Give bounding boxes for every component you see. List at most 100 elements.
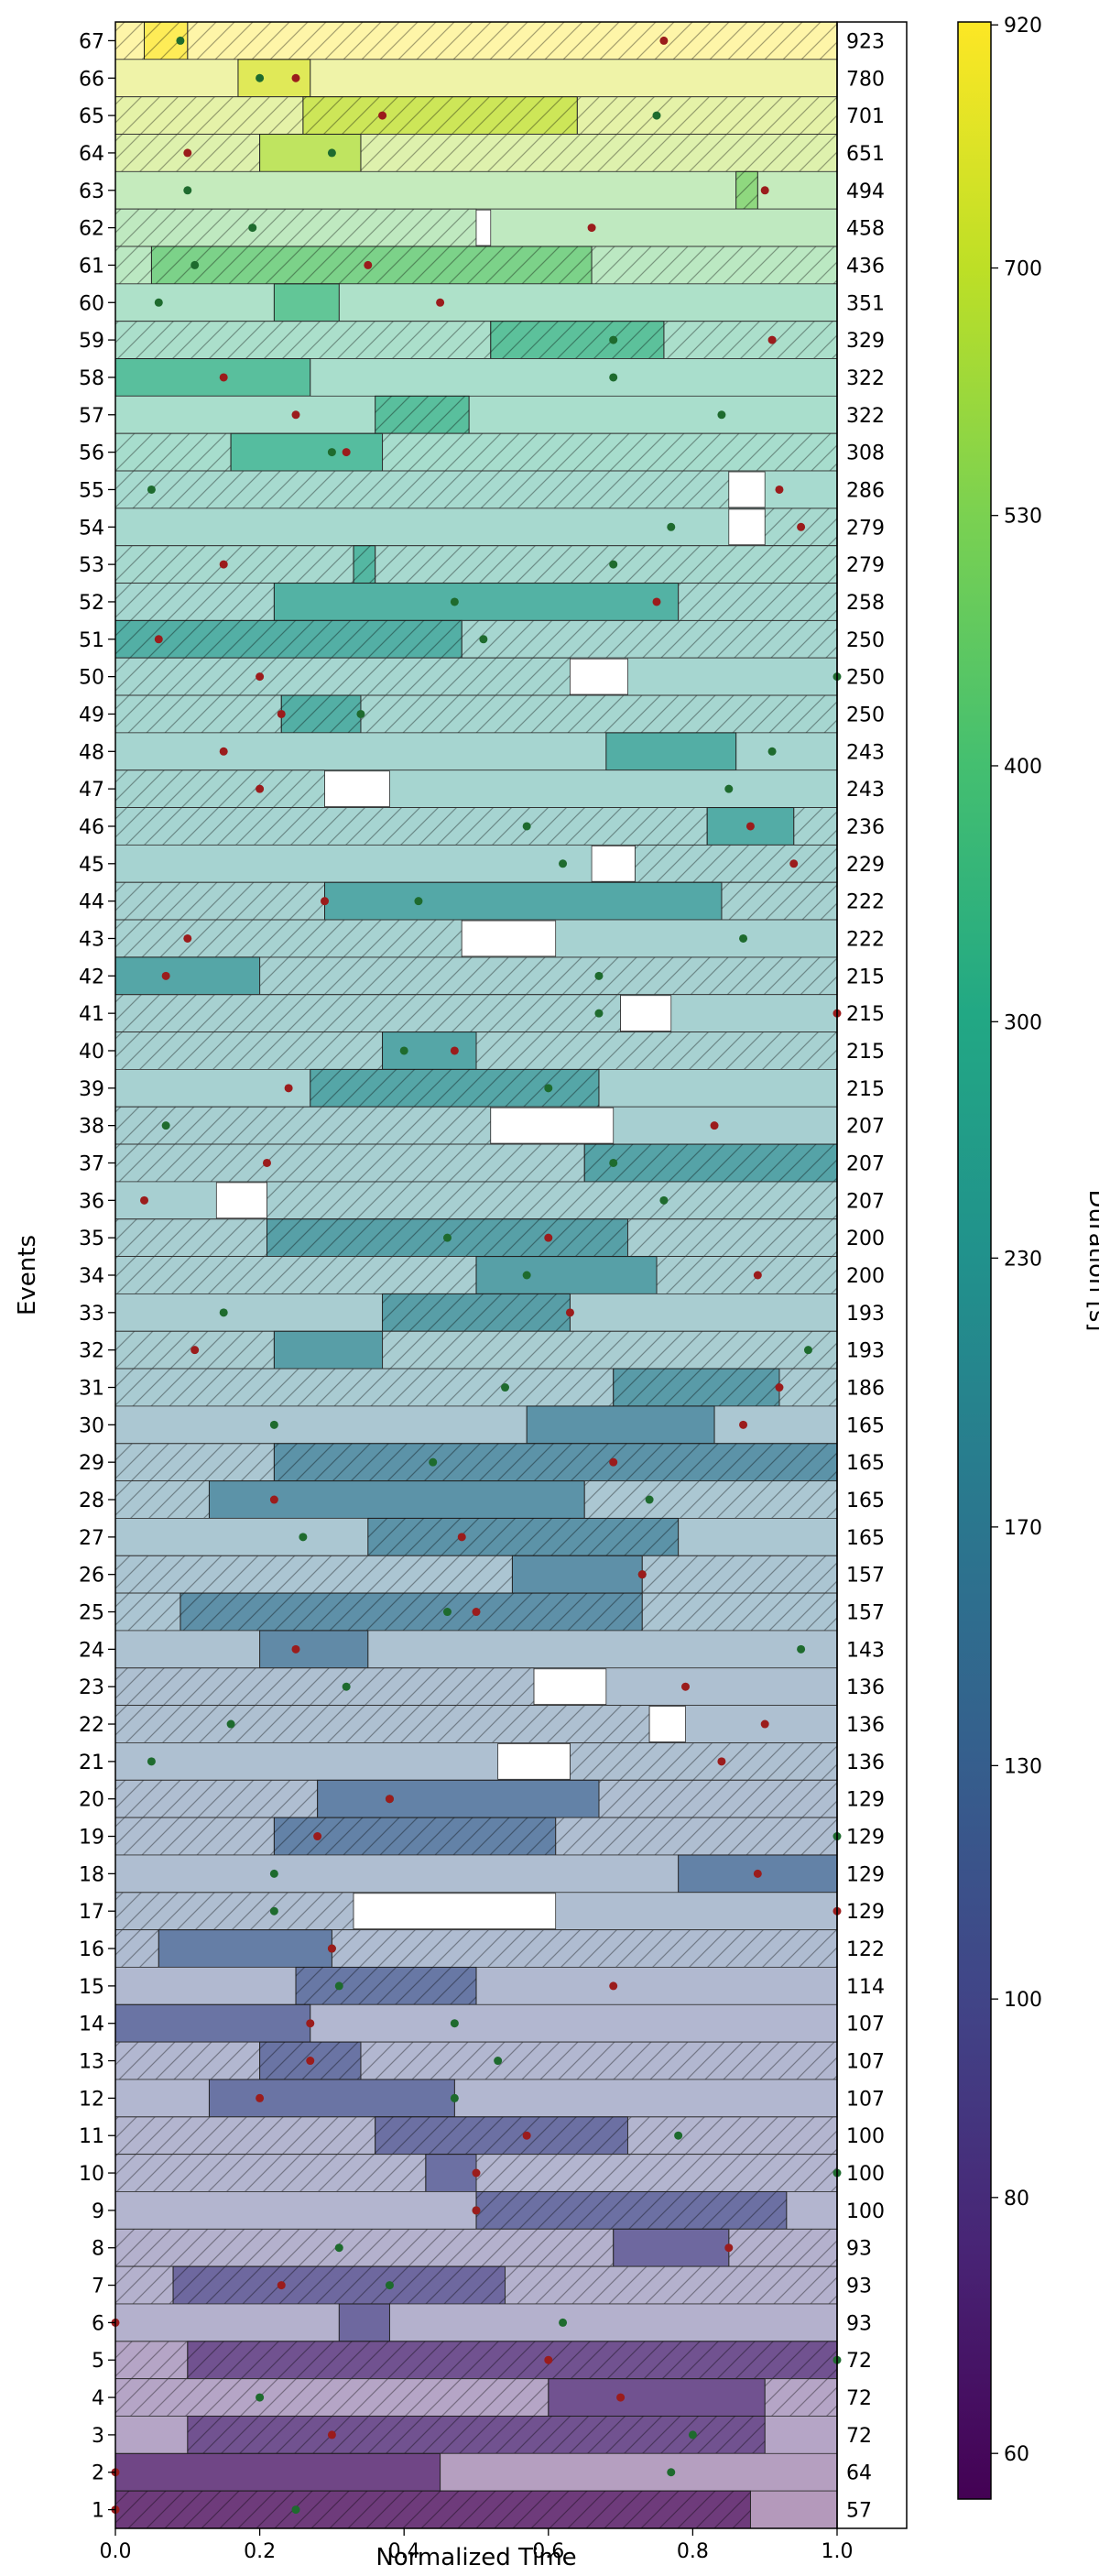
green-marker xyxy=(688,2430,697,2440)
gap-segment xyxy=(648,1706,686,1742)
gap-segment xyxy=(215,1182,267,1219)
green-marker xyxy=(183,186,192,195)
event-row-58 xyxy=(114,358,838,397)
red-marker xyxy=(256,2093,265,2102)
red-marker xyxy=(775,485,784,494)
y-tick-label: 39 xyxy=(79,1078,104,1101)
duration-label: 193 xyxy=(846,1340,885,1363)
y-tick-label: 30 xyxy=(79,1414,104,1437)
row-background xyxy=(114,1630,838,1669)
bar-hatch xyxy=(490,321,664,359)
y-tick-label: 58 xyxy=(79,367,104,390)
green-marker xyxy=(494,2057,503,2066)
y-tick-label: 9 xyxy=(92,2200,104,2223)
duration-label: 215 xyxy=(846,966,885,988)
red-marker xyxy=(291,73,300,82)
duration-label: 236 xyxy=(846,816,885,839)
green-marker xyxy=(190,260,200,269)
red-marker xyxy=(291,1644,300,1654)
y-tick-label: 47 xyxy=(79,779,104,802)
gap-segment xyxy=(620,995,672,1031)
red-marker xyxy=(450,1046,459,1055)
colorbar-ticks: 60 80 100 130 170 230 300 400 530 700 920 xyxy=(991,15,1042,2466)
hatched-segment xyxy=(267,1181,838,1220)
y-tick-label: 66 xyxy=(79,68,104,91)
duration-label: 165 xyxy=(846,1452,885,1475)
bar-hatch xyxy=(613,1369,779,1406)
event-row-56 xyxy=(114,432,838,472)
green-marker xyxy=(248,224,257,233)
duration-label: 243 xyxy=(846,741,885,764)
event-row-10 xyxy=(114,2154,842,2192)
duration-label: 308 xyxy=(846,442,885,465)
duration-label: 651 xyxy=(846,143,885,166)
event-row-18 xyxy=(114,1854,838,1894)
duration-label: 923 xyxy=(846,30,885,53)
bar-hatch xyxy=(173,2266,506,2304)
y-tick-label: 22 xyxy=(79,1714,104,1737)
colorbar-tick-label: 530 xyxy=(1004,506,1042,529)
red-marker xyxy=(616,2393,626,2402)
duration-bar xyxy=(208,2079,455,2118)
red-marker xyxy=(306,2019,315,2028)
duration-label: 107 xyxy=(846,2051,885,2074)
bar-hatch xyxy=(382,1293,571,1332)
duration-label: 494 xyxy=(846,180,885,203)
event-row-19 xyxy=(114,1817,842,1856)
green-marker xyxy=(429,1457,438,1467)
hatched-segment xyxy=(114,21,145,60)
colorbar-tick-label: 920 xyxy=(1004,15,1042,38)
y-tick-label: 56 xyxy=(79,442,104,465)
colorbar-gradient xyxy=(957,21,992,2500)
event-row-53 xyxy=(114,545,838,584)
red-marker xyxy=(161,971,170,980)
duration-label: 57 xyxy=(846,2500,872,2523)
green-marker xyxy=(609,335,618,344)
red-marker xyxy=(256,784,265,793)
red-marker xyxy=(342,448,351,457)
red-marker xyxy=(472,2168,481,2178)
hatched-segment xyxy=(598,1779,838,1818)
duration-label: 93 xyxy=(846,2276,872,2298)
duration-bar xyxy=(158,1929,332,1968)
duration-label: 207 xyxy=(846,1190,885,1213)
hatched-segment xyxy=(114,1031,383,1070)
hatched-segment xyxy=(475,2154,838,2192)
hatched-segment xyxy=(114,919,462,958)
gap-segment xyxy=(324,770,390,807)
hatched-segment xyxy=(114,1705,650,1743)
duration-label: 100 xyxy=(846,2125,885,2148)
y-tick-label: 48 xyxy=(79,741,104,764)
event-row-7 xyxy=(114,2265,838,2305)
red-marker xyxy=(652,597,661,606)
x-tick-label: 0.6 xyxy=(532,2540,564,2563)
duration-label: 114 xyxy=(846,1976,885,1999)
duration-label: 286 xyxy=(846,479,885,502)
green-marker xyxy=(299,1533,308,1542)
green-marker xyxy=(256,73,265,82)
green-marker xyxy=(256,2393,265,2402)
red-marker xyxy=(284,1084,293,1093)
green-marker xyxy=(659,1195,669,1205)
duration-bar xyxy=(273,1330,384,1370)
duration-label: 351 xyxy=(846,292,885,315)
x-axis: 0.0 0.2 0.4 0.6 0.8 1.0 xyxy=(100,2528,854,2563)
y-tick-label: 7 xyxy=(92,2276,104,2298)
green-marker xyxy=(176,36,185,45)
event-row-27 xyxy=(114,1517,838,1556)
green-marker xyxy=(522,822,531,831)
y-tick-label: 24 xyxy=(79,1639,104,1662)
duration-bar xyxy=(605,732,737,771)
y-tick-label: 28 xyxy=(79,1490,104,1512)
event-row-20 xyxy=(114,1779,838,1818)
hatched-segment xyxy=(382,1330,838,1370)
hatched-segment xyxy=(778,1368,838,1407)
duration-bar xyxy=(273,283,340,322)
event-row-61 xyxy=(114,246,838,285)
event-row-1 xyxy=(111,2490,838,2529)
green-marker xyxy=(609,373,618,382)
y-tick-label: 21 xyxy=(79,1752,104,1774)
red-marker xyxy=(789,859,799,868)
gap-segment xyxy=(353,1893,557,1930)
duration-bar xyxy=(208,1480,585,1519)
